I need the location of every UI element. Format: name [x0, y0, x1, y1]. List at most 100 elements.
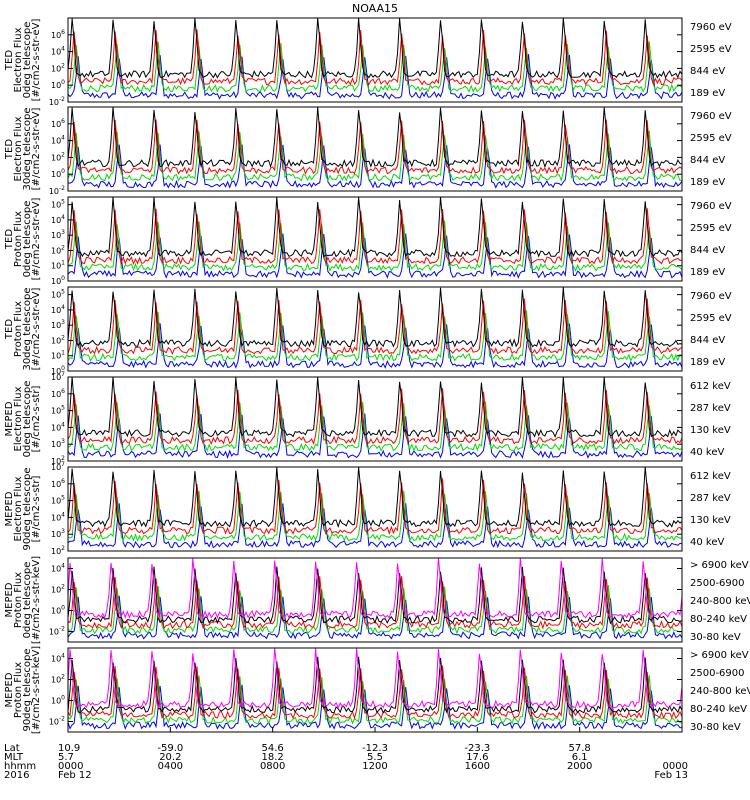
- series-trace-189-ev: [67, 144, 683, 189]
- y-tick-label: 104: [51, 46, 65, 57]
- panel-frame: [67, 557, 683, 643]
- series-trace-2595-ev: [67, 298, 683, 355]
- y-tick-label: 10-2: [49, 185, 65, 196]
- y-tick-label: 102: [51, 151, 65, 162]
- series-trace-130-kev: [67, 490, 683, 542]
- y-axis-label-line: [#/cm2-s-str-eV]: [31, 288, 42, 371]
- series-trace-2595-ev: [67, 208, 683, 265]
- y-axis-label-line: 0deg telescope: [22, 22, 33, 99]
- y-tick-label: 102: [51, 244, 65, 255]
- y-tick-label: 105: [51, 289, 65, 300]
- legend-entry: 189 eV: [690, 267, 725, 278]
- legend-entry: 7960 eV: [690, 22, 732, 33]
- y-tick-label: 101: [51, 260, 65, 271]
- legend-entry: 130 keV: [690, 515, 731, 526]
- legend-entry: 189 eV: [690, 88, 725, 99]
- series-trace-40-kev: [67, 413, 683, 459]
- y-axis-label-line: TED: [4, 139, 15, 160]
- series-trace-612-kev: [67, 376, 683, 438]
- y-tick-label: 102: [51, 62, 65, 73]
- x-tick-label: Feb 13: [654, 770, 688, 781]
- series-trace-7960-ev: [67, 106, 683, 169]
- x-tick-label: 0800: [260, 761, 285, 772]
- x-row-label: MLT: [4, 752, 24, 763]
- y-axis-label-line: [#/cm2-s-str-eV]: [31, 198, 42, 281]
- x-tick-label: 10.9: [58, 743, 80, 754]
- x-tick-label: 54.6: [262, 743, 284, 754]
- y-tick-label: 105: [51, 405, 65, 416]
- x-tick-label: -12.3: [362, 743, 388, 754]
- series-trace-287-kev: [67, 388, 683, 446]
- traces: [67, 17, 683, 100]
- y-axis-label-line: 90deg telescope: [22, 467, 33, 550]
- legend-entry: 2500-6900: [690, 578, 745, 589]
- series-trace-7960-ev: [67, 196, 683, 258]
- y-axis-label-line: MEPED: [4, 672, 15, 707]
- legend-entry: 40 keV: [690, 447, 724, 458]
- y-tick-label: 104: [51, 421, 65, 432]
- y-tick-label: 102: [51, 545, 65, 556]
- x-tick-label: 2000: [567, 761, 592, 772]
- x-row-label: 2016: [4, 770, 29, 781]
- series-trace-844-ev: [67, 130, 683, 182]
- y-tick-label: 102: [51, 584, 65, 595]
- y-axis-label-line: MEPED: [4, 582, 15, 617]
- series-trace-2595-ev: [67, 29, 683, 86]
- x-tick-label: 0400: [158, 761, 183, 772]
- y-axis-label-line: Electron Flux: [13, 386, 24, 451]
- x-row-label: Lat: [4, 743, 20, 754]
- y-axis-label-line: Proton Flux: [13, 572, 24, 628]
- x-tick-label: 5.5: [367, 752, 383, 763]
- y-tick-label: 100: [51, 168, 65, 179]
- series-trace-240-800-kev: [67, 665, 683, 720]
- traces: [67, 466, 683, 549]
- y-axis-label-line: [#/cm2-s-str-keV]: [31, 556, 42, 644]
- series-trace-80-240-kev: [67, 585, 683, 635]
- legend-entry: 80-240 keV: [690, 704, 747, 715]
- series-trace-189-ev: [67, 54, 683, 100]
- y-tick-label: 104: [51, 653, 65, 664]
- y-tick-label: 103: [51, 438, 65, 449]
- y-axis-label-line: Proton Flux: [13, 662, 24, 718]
- x-tick-label: 1600: [465, 761, 490, 772]
- legend-entry: 844 eV: [690, 245, 725, 256]
- legend-entry: 2595 eV: [690, 223, 732, 234]
- y-axis-label-line: Electron Flux: [13, 476, 24, 541]
- traces: [67, 286, 683, 369]
- y-axis-label-line: 0deg telescope: [22, 381, 33, 458]
- y-tick-label: 10-2: [49, 716, 65, 727]
- series-trace-7960-ev: [67, 17, 683, 79]
- y-tick-label: 106: [51, 29, 65, 40]
- panel-frame: [67, 376, 683, 462]
- panel-frame: [67, 17, 683, 103]
- y-axis-label-line: 30deg telescope: [22, 107, 33, 190]
- legend-entry: 189 eV: [690, 177, 725, 188]
- y-tick-label: 101: [51, 350, 65, 361]
- legend-entry: 844 eV: [690, 155, 725, 166]
- legend-entry: 240-800 keV: [690, 596, 750, 607]
- y-tick-label: 102: [51, 674, 65, 685]
- y-tick-label: 100: [51, 695, 65, 706]
- y-axis-label-line: TED: [4, 319, 15, 340]
- y-axis-label-line: TED: [4, 229, 15, 250]
- y-axis-label-line: MEPED: [4, 491, 15, 526]
- legend-entry: 7960 eV: [690, 201, 732, 212]
- x-tick-label: 20.2: [159, 752, 181, 763]
- panel-frame: [67, 286, 683, 372]
- y-tick-label: 102: [51, 455, 65, 466]
- y-tick-label: 104: [51, 135, 65, 146]
- legend-entry: 612 keV: [690, 471, 731, 482]
- y-axis-label-line: 0deg telescope: [22, 201, 33, 278]
- y-axis-label-line: [#/cm2-s-str-eV]: [31, 19, 42, 102]
- series-trace-30-80-kev: [67, 595, 683, 640]
- traces: [67, 196, 683, 279]
- y-axis-label-line: Electron Flux: [13, 27, 24, 92]
- y-tick-label: 103: [51, 528, 65, 539]
- y-tick-label: 106: [51, 478, 65, 489]
